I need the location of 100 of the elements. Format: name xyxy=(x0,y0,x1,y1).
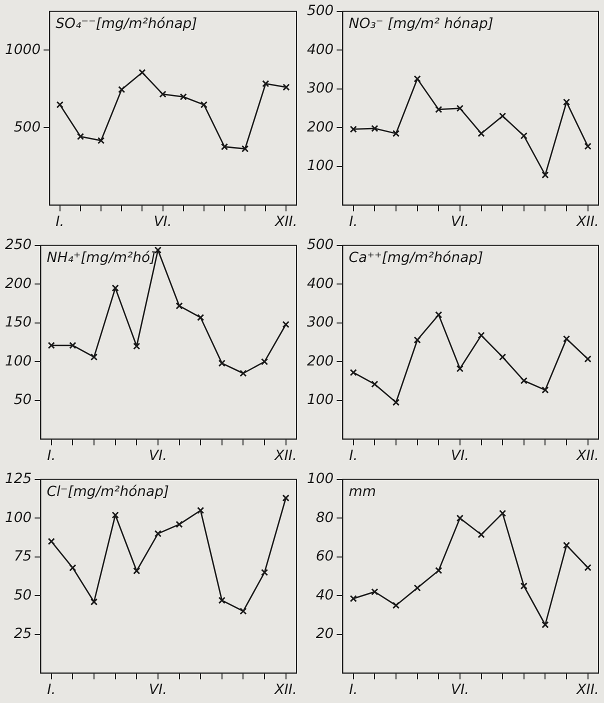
point xyxy=(520,377,528,384)
y-tick-label: 150 xyxy=(4,314,32,331)
point xyxy=(478,130,485,138)
y-tick-label: 75 xyxy=(14,548,32,565)
point xyxy=(218,360,226,367)
point xyxy=(240,370,247,377)
point xyxy=(456,104,464,112)
point xyxy=(282,84,290,91)
x-tick-label: XII. xyxy=(274,448,297,464)
point xyxy=(262,80,270,88)
point xyxy=(159,90,166,98)
point xyxy=(154,530,162,538)
point xyxy=(584,355,592,363)
x-tick-label: XII. xyxy=(576,682,599,698)
x-tick-label: VI. xyxy=(148,682,168,698)
x-tick-label: I. xyxy=(349,682,358,698)
point xyxy=(435,311,442,318)
point xyxy=(542,621,549,628)
point xyxy=(56,101,64,108)
point xyxy=(241,145,249,152)
point xyxy=(240,608,247,615)
y-tick-label: 500 xyxy=(306,3,334,20)
chart-title: Cl⁻[mg/m²hónap] xyxy=(46,484,169,500)
chart-title: NH₄⁺[mg/m²hó] xyxy=(46,250,156,266)
point xyxy=(282,494,290,502)
y-tick-label: 250 xyxy=(4,237,32,254)
point xyxy=(118,86,126,94)
y-tick-label: 200 xyxy=(306,119,334,136)
point xyxy=(414,584,421,592)
point xyxy=(562,335,570,342)
point xyxy=(180,93,187,100)
point xyxy=(90,353,98,361)
point xyxy=(48,538,55,545)
y-tick-label: 100 xyxy=(4,510,32,526)
y-tick-label: 80 xyxy=(316,510,334,526)
point xyxy=(456,514,464,522)
point xyxy=(435,106,442,114)
point xyxy=(133,567,140,574)
point xyxy=(197,314,204,322)
point xyxy=(414,336,421,344)
x-tick-label: XII. xyxy=(274,214,298,230)
point xyxy=(48,342,55,349)
y-tick-label: 25 xyxy=(14,626,32,642)
point xyxy=(97,136,105,144)
y-tick-label: 40 xyxy=(316,587,334,604)
point xyxy=(176,520,183,528)
x-tick-label: XII. xyxy=(576,448,599,464)
y-tick-label: 100 xyxy=(4,353,32,370)
point xyxy=(584,142,592,150)
point xyxy=(218,596,226,604)
x-tick-label: VI. xyxy=(450,214,470,230)
x-tick-label: XII. xyxy=(576,214,599,230)
point xyxy=(520,132,528,140)
point xyxy=(478,531,485,538)
y-tick-label: 50 xyxy=(14,392,32,408)
x-tick-label: VI. xyxy=(154,214,172,230)
point xyxy=(260,358,268,366)
point xyxy=(112,511,119,519)
x-tick-label: VI. xyxy=(450,448,470,464)
point xyxy=(90,598,98,606)
x-tick-label: VI. xyxy=(450,682,470,698)
point xyxy=(176,302,183,310)
x-tick-label: VI. xyxy=(148,448,168,464)
point xyxy=(69,564,76,572)
point xyxy=(478,332,485,339)
point xyxy=(562,98,570,106)
y-tick-label: 20 xyxy=(316,626,334,642)
y-tick-label: 200 xyxy=(4,276,32,292)
y-tick-label: 300 xyxy=(306,314,334,331)
point xyxy=(371,380,378,388)
point xyxy=(520,582,528,590)
point xyxy=(414,75,421,82)
point xyxy=(200,101,208,108)
chart-title: Ca⁺⁺[mg/m²hónap] xyxy=(348,250,484,266)
point xyxy=(350,126,357,133)
chart-title: mm xyxy=(348,484,376,500)
point xyxy=(220,143,228,150)
x-tick-label: I. xyxy=(349,214,358,230)
point xyxy=(260,568,268,576)
chart-title: NO₃⁻ [mg/m² hónap] xyxy=(348,16,494,32)
point xyxy=(392,130,400,138)
point xyxy=(138,68,146,76)
point xyxy=(499,510,506,517)
y-tick-label: 125 xyxy=(4,471,32,488)
y-tick-label: 1000 xyxy=(4,42,41,58)
point xyxy=(392,398,400,406)
y-tick-label: 400 xyxy=(306,276,334,292)
point xyxy=(371,124,378,132)
point xyxy=(371,588,378,596)
point xyxy=(542,386,549,394)
point xyxy=(133,342,140,350)
y-tick-label: 100 xyxy=(306,471,334,488)
y-tick-label: 200 xyxy=(306,353,334,370)
point xyxy=(499,112,506,120)
point xyxy=(350,368,357,376)
y-tick-label: 100 xyxy=(306,392,334,408)
point xyxy=(112,284,119,292)
point xyxy=(282,320,290,328)
y-tick-label: 50 xyxy=(14,587,32,604)
point xyxy=(76,132,84,140)
